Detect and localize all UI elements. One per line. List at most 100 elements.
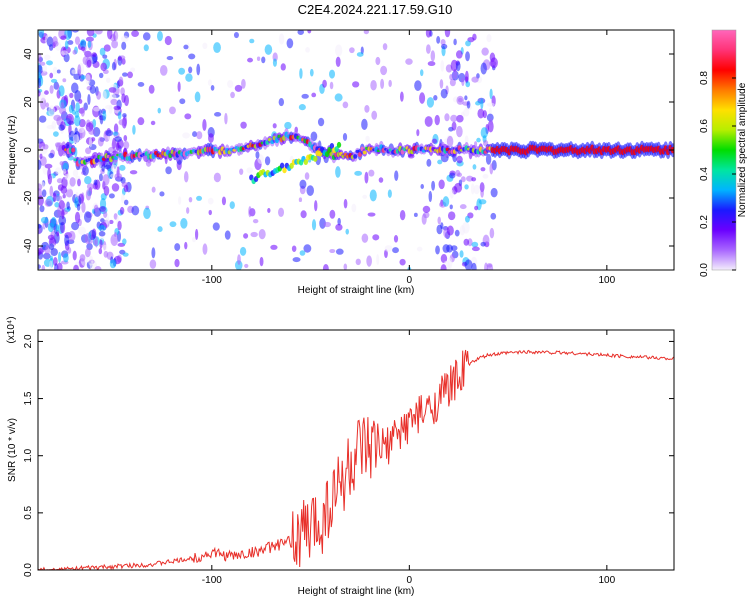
- spectrogram-noise-blob: [416, 129, 420, 137]
- spectrogram-noise-blob: [109, 259, 117, 269]
- spectrogram-noise-blob: [465, 40, 471, 47]
- spectrogram-noise-blob: [454, 182, 463, 193]
- spectrogram-noise-blob: [110, 98, 118, 106]
- snr-y-tick-label: 1.5: [23, 391, 34, 405]
- spectrogram-noise-blob: [343, 263, 348, 270]
- spectrogram-noise-blob: [54, 142, 61, 148]
- spectrogram-noise-blob: [319, 217, 326, 229]
- snr-panel: -100 0 100 0.0 0.5 1.0 1.5 2.0 Height of straig…: [6, 316, 675, 597]
- spectrogram-noise-blob: [157, 31, 163, 42]
- spectrogram-noise-blob: [84, 176, 92, 185]
- spectrogram-noise-blob: [49, 260, 53, 270]
- spectrogram-noise-blob: [489, 88, 493, 100]
- spectrogram-noise-blob: [230, 91, 235, 99]
- spectrogram-noise-blob: [224, 112, 228, 125]
- spectrogram-noise-blob: [179, 98, 186, 105]
- spectrogram-noise-blob: [68, 230, 76, 242]
- spectrogram-noise-blob: [185, 73, 193, 82]
- spectrogram-noise-blob: [440, 264, 447, 270]
- spectrogram-axes: -100 0 100 -40 -20 0 20 40: [23, 30, 674, 286]
- spectrogram-noise-blob: [480, 127, 488, 139]
- spectrogram-noise-blob: [248, 206, 252, 218]
- spectrogram-noise-blob: [430, 50, 436, 62]
- spectrogram-noise-blob: [241, 78, 246, 89]
- spectrogram-noise-blob: [105, 104, 113, 110]
- spectrogram-noise-blob: [38, 227, 42, 235]
- spectrogram-noise-blob: [127, 71, 133, 79]
- spectrogram-noise-blob: [72, 169, 79, 177]
- spectrogram-noise-blob: [58, 124, 65, 131]
- spectrogram-noise-blob: [38, 30, 45, 39]
- spectrogram-noise-blob: [157, 107, 161, 114]
- spectrogram-noise-blob: [46, 124, 55, 130]
- spectrogram-noise-blob: [431, 180, 436, 191]
- spectrogram-noise-blob: [456, 155, 463, 164]
- spectrogram-noise-blob: [114, 136, 122, 142]
- spectrogram-noise-blob: [489, 227, 495, 239]
- spectrogram-noise-blob: [38, 77, 41, 89]
- spectrogram-noise-blob: [77, 178, 81, 187]
- spectrogram-noise-blob: [380, 78, 385, 90]
- spectrogram-noise-blob: [249, 38, 255, 44]
- spectrogram-noise-blob: [405, 58, 413, 65]
- spectrogram-noise-blob: [49, 255, 53, 261]
- spectrogram-noise-blob: [335, 166, 341, 178]
- snr-x-tick-label: 0: [407, 575, 413, 586]
- spectrogram-noise-blob: [447, 257, 453, 269]
- spectrogram-noise-blob: [118, 119, 126, 126]
- spectrogram-noise-blob: [299, 250, 306, 256]
- spectrogram-noise-blob: [227, 80, 234, 89]
- spectrogram-noise-blob: [421, 213, 427, 225]
- spectrogram-noise-blob: [298, 104, 306, 111]
- spectrogram-branch: [303, 158, 309, 165]
- spectrogram-noise-blob: [369, 189, 377, 202]
- spectrogram-noise-blob: [416, 246, 423, 252]
- spectrogram-noise-blob: [112, 131, 119, 136]
- spectrogram-noise-blob: [89, 85, 97, 94]
- spectrogram-noise-blob: [110, 164, 118, 173]
- spectrogram-noise-blob: [239, 246, 247, 256]
- spectrogram-noise-blob: [239, 168, 244, 175]
- spectrogram-noise-blob: [86, 30, 95, 37]
- spectrogram-noise-blob: [361, 118, 368, 130]
- spectrogram-noise-blob: [375, 56, 381, 66]
- spectrogram-noise-blob: [123, 94, 129, 107]
- spectrogram-noise-blob: [122, 72, 128, 77]
- spectrogram-noise-blob: [267, 207, 271, 213]
- spectrogram-noise-blob: [41, 189, 47, 198]
- spectrogram-y-tick-label: 0: [23, 147, 34, 153]
- spectrogram-noise-blob: [88, 137, 93, 148]
- spectrogram-noise-blob: [323, 221, 331, 228]
- spectrogram-noise-blob: [202, 42, 208, 50]
- spectrogram-noise-blob: [449, 189, 454, 199]
- spectrogram-noise-blob: [392, 247, 399, 254]
- spectrogram-noise-blob: [471, 241, 479, 248]
- spectrogram-noise-blob: [42, 252, 51, 260]
- spectrogram-noise-blob: [475, 101, 481, 106]
- spectrogram-noise-blob: [178, 67, 186, 75]
- spectrogram-noise-blob: [53, 257, 58, 266]
- spectrogram-noise-blob: [38, 115, 47, 123]
- spectrogram-noise-blob: [110, 234, 119, 247]
- spectrogram-noise-blob: [481, 47, 489, 56]
- spectrogram-noise-blob: [174, 243, 181, 251]
- spectrogram-noise-blob: [177, 196, 182, 205]
- spectrogram-noise-blob: [91, 52, 97, 57]
- spectrogram-noise-blob: [345, 228, 350, 235]
- spectrogram-noise-blob: [47, 173, 53, 185]
- spectrogram-noise-blob: [329, 209, 336, 219]
- spectrogram-noise-blob: [422, 205, 431, 213]
- colorbar-gradient: [712, 30, 736, 270]
- spectrogram-noise-blob: [447, 211, 456, 221]
- spectrogram-noise-blob: [438, 179, 445, 190]
- spectrogram-noise-blob: [458, 97, 463, 103]
- snr-y-tick-label: 0.0: [23, 563, 34, 577]
- spectrogram-noise-blob: [121, 41, 127, 50]
- spectrogram-noise-blob: [67, 40, 74, 45]
- spectrogram-noise-blob: [210, 84, 215, 91]
- spectrogram-ridge-core: [362, 150, 367, 155]
- spectrogram-noise-blob: [106, 77, 111, 83]
- spectrogram-noise-blob: [424, 116, 433, 127]
- spectrogram-noise-blob: [99, 239, 103, 249]
- spectrogram-noise-blob: [291, 245, 297, 252]
